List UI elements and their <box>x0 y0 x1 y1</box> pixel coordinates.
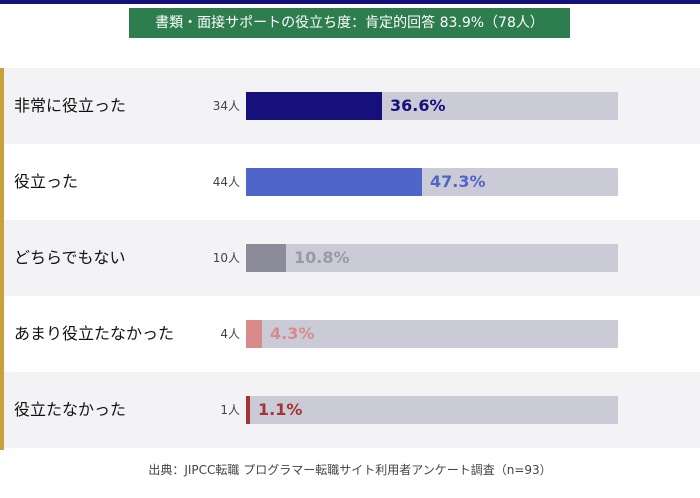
chart-row: あまり役立たなかった 4人 4.3% <box>4 296 700 372</box>
category-label: どちらでもない <box>14 248 126 267</box>
chart-row: 役立った 44人 47.3% <box>4 144 700 220</box>
count-label: 4人 <box>220 327 240 341</box>
value-label: 1.1% <box>258 400 303 419</box>
category-label: あまり役立たなかった <box>14 324 175 343</box>
category-label: 非常に役立った <box>14 96 127 115</box>
chart-row: 非常に役立った 34人 36.6% <box>4 68 700 144</box>
category-label: 役立たなかった <box>14 400 127 419</box>
top-rule <box>0 0 700 4</box>
bar <box>246 92 382 120</box>
bar-track: 1.1% <box>246 396 618 424</box>
value-label: 10.8% <box>294 248 350 267</box>
accent-bar <box>0 68 4 450</box>
value-label: 4.3% <box>270 324 315 343</box>
count-label: 34人 <box>212 99 240 113</box>
bar <box>246 168 422 196</box>
chart-row: 役立たなかった 1人 1.1% <box>4 372 700 448</box>
count-label: 1人 <box>220 403 240 417</box>
bar-track: 4.3% <box>246 320 618 348</box>
chart-row: どちらでもない 10人 10.8% <box>4 220 700 296</box>
bar-track: 47.3% <box>246 168 618 196</box>
bar <box>246 320 262 348</box>
value-label: 36.6% <box>390 96 446 115</box>
value-label: 47.3% <box>430 172 486 191</box>
bar <box>246 244 286 272</box>
bar-track: 36.6% <box>246 92 618 120</box>
bar <box>246 396 250 424</box>
bar-track: 10.8% <box>246 244 618 272</box>
category-label: 役立った <box>14 172 79 191</box>
source-note: 出典：JIPCC転職 プログラマー転職サイト利用者アンケート調査（n=93） <box>148 463 552 477</box>
chart-title: 書類・面接サポートの役立ち度：肯定的回答 83.9%（78人） <box>129 8 570 38</box>
count-label: 10人 <box>212 251 240 265</box>
count-label: 44人 <box>212 175 240 189</box>
